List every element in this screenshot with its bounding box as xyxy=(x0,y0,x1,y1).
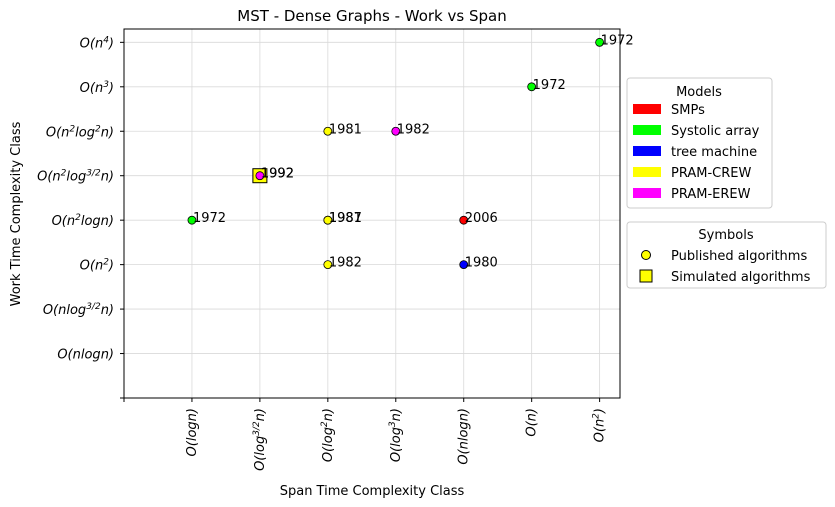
y-tick-label: O(nlogn) xyxy=(57,348,114,363)
models-legend: Models SMPs Systolic array tree machine PRA… xyxy=(626,77,773,209)
legend-swatch xyxy=(633,104,661,114)
y-axis-ticks: O(nlogn) O(nlog3/2n) O(n2) O(n2logn) O(n2log… xyxy=(37,35,124,399)
point-label: 1972 xyxy=(533,78,566,93)
point-label: 1992 xyxy=(261,167,294,182)
published-point xyxy=(595,37,605,47)
legend-item-label: Simulated algorithms xyxy=(671,270,811,285)
point-label: 1982 xyxy=(329,256,362,271)
legend-item-label: PRAM-CREW xyxy=(671,166,751,181)
point-label: 1992 xyxy=(261,167,294,182)
published-point xyxy=(459,260,469,270)
y-tick-label: O(n2) xyxy=(80,258,114,274)
published-point xyxy=(459,215,469,225)
point-label: 1981 xyxy=(329,211,362,226)
legend-square-marker xyxy=(639,269,653,283)
x-axis-ticks: O(logn) O(log3/2n) O(log2n) O(log3n) O(nlogn… xyxy=(123,398,608,471)
published-point xyxy=(527,82,537,92)
x-tick-label: O(log2n) xyxy=(320,408,336,462)
point-label: 1972 xyxy=(193,211,226,226)
legend-item-label: tree machine xyxy=(671,145,757,160)
legend-circle-marker xyxy=(641,250,651,260)
point-label: 1981 xyxy=(329,122,362,137)
x-tick-label: O(n) xyxy=(525,408,540,437)
symbols-legend-title: Symbols xyxy=(698,228,753,243)
legend-item-label: PRAM-EREW xyxy=(671,187,751,202)
legend-swatch xyxy=(633,125,661,135)
published-point xyxy=(187,215,197,225)
y-tick-label: O(n2log3/2n) xyxy=(37,169,114,185)
x-tick-label: O(log3n) xyxy=(388,408,404,462)
chart-title: MST - Dense Graphs - Work vs Span xyxy=(237,7,506,25)
point-label: 1987 xyxy=(329,211,362,226)
x-tick-label: O(n2) xyxy=(592,408,608,442)
legend-item-label: Systolic array xyxy=(671,124,760,139)
point-label: 2006 xyxy=(465,211,498,226)
x-tick-label: O(log3/2n) xyxy=(252,408,268,471)
y-tick-label: O(n4) xyxy=(80,35,114,51)
y-axis-label: Work Time Complexity Class xyxy=(9,121,24,306)
point-label: 1972 xyxy=(601,33,634,48)
point-label: 1980 xyxy=(465,256,498,271)
data-points xyxy=(187,37,605,270)
models-legend-title: Models xyxy=(676,85,722,100)
x-tick-label: O(logn) xyxy=(185,408,200,456)
published-point xyxy=(323,215,333,225)
x-tick-label: O(nlogn) xyxy=(457,408,472,465)
symbols-legend: Symbols Published algorithms Simulated al… xyxy=(626,221,827,289)
plot-frame xyxy=(123,28,621,399)
y-tick-label: O(nlog3/2n) xyxy=(43,302,114,318)
legend-item-label: SMPs xyxy=(671,103,705,118)
legend-item-label: Published algorithms xyxy=(671,249,807,264)
legend-swatch xyxy=(633,146,661,156)
published-point xyxy=(255,171,265,181)
y-tick-label: O(n2log2n) xyxy=(46,124,114,140)
legend-swatch xyxy=(633,167,661,177)
grid xyxy=(123,29,620,399)
published-point xyxy=(391,126,401,136)
y-tick-label: O(n3) xyxy=(80,80,114,96)
legend-swatch xyxy=(633,188,661,198)
y-tick-label: O(n2logn) xyxy=(52,213,114,229)
published-point xyxy=(323,260,333,270)
published-point xyxy=(323,126,333,136)
point-label: 1982 xyxy=(397,122,430,137)
x-axis-label: Span Time Complexity Class xyxy=(280,484,465,499)
